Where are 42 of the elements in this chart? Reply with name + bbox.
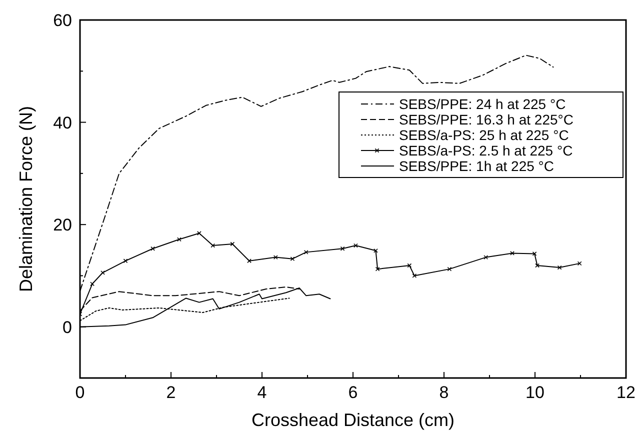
point	[484, 255, 488, 260]
x-tick-label: 6	[348, 383, 358, 402]
point	[150, 246, 155, 251]
point	[290, 256, 295, 262]
y-tick-label: 0	[62, 318, 72, 337]
point	[123, 258, 128, 264]
y-axis-title: Delamination Force (N)	[16, 106, 36, 292]
point	[210, 243, 216, 248]
point	[510, 251, 514, 256]
point	[100, 270, 105, 275]
y-tick-label: 20	[53, 216, 72, 235]
point	[247, 258, 252, 264]
y-tick-label: 40	[53, 113, 72, 132]
point	[447, 266, 452, 272]
point	[90, 282, 94, 286]
x-tick-label: 4	[257, 383, 267, 402]
point	[557, 265, 562, 270]
x-tick-label: 12	[616, 383, 636, 402]
legend-label: SEBS/PPE: 1h at 225 °C	[399, 158, 554, 174]
point	[176, 237, 182, 242]
legend-label: SEBS/PPE: 24 h at 225 °C	[399, 96, 566, 112]
legend-label: SEBS/a-PS: 2.5 h at 225 °C	[399, 142, 573, 158]
legend-label: SEBS/a-PS: 25 h at 225 °C	[399, 127, 569, 143]
point	[197, 231, 202, 236]
point	[407, 263, 412, 268]
x-tick-label: 8	[439, 383, 449, 402]
point	[412, 274, 417, 278]
x-tick-label: 10	[526, 383, 544, 402]
x-tick-label: 2	[166, 383, 176, 402]
point	[340, 246, 345, 251]
y-tick-label: 60	[53, 11, 72, 30]
point	[375, 266, 380, 272]
point	[304, 250, 308, 254]
point	[374, 248, 378, 253]
point	[230, 242, 235, 246]
point	[535, 263, 540, 268]
point	[354, 243, 358, 248]
x-tick-label: 0	[75, 383, 85, 402]
legend-label: SEBS/PPE: 16.3 h at 225°C	[399, 112, 574, 128]
point	[532, 252, 537, 256]
x-axis-title: Crosshead Distance (cm)	[251, 410, 455, 430]
point	[273, 255, 278, 260]
